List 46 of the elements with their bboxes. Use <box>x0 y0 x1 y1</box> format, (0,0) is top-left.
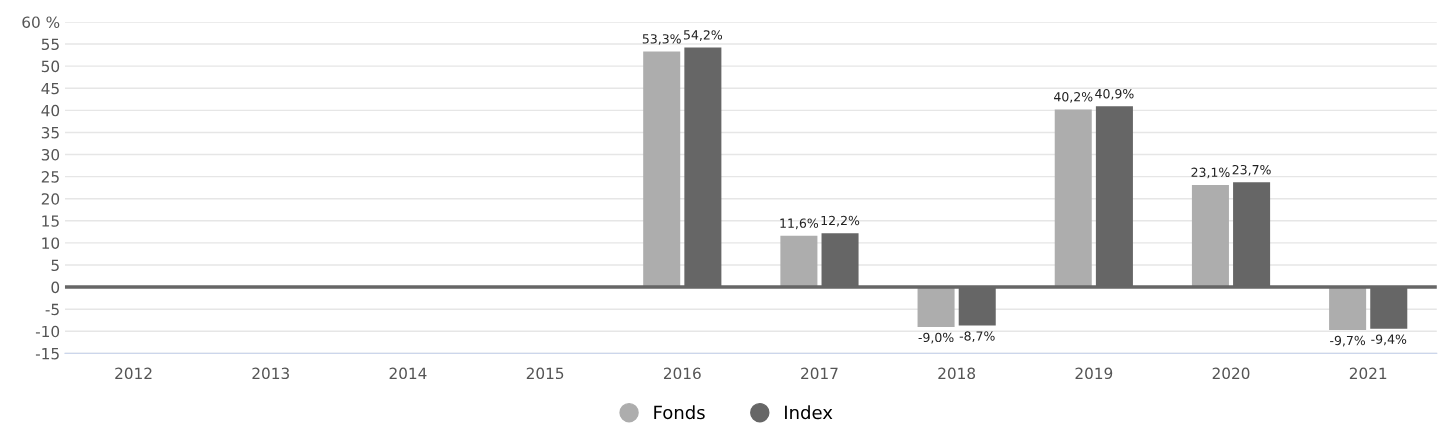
y-tick-label: -5 <box>45 303 59 316</box>
x-tick-label: 2019 <box>1075 367 1113 380</box>
bar <box>1054 109 1092 288</box>
data-label: 40,9% <box>1095 88 1134 100</box>
y-tick-label: 50 <box>41 60 60 73</box>
x-tick-label: 2015 <box>526 367 564 380</box>
x-tick-label: 2013 <box>252 367 289 380</box>
y-tick-label: 30 <box>41 148 60 161</box>
bar <box>1191 185 1229 288</box>
y-tick-label: 10 <box>42 237 60 249</box>
x-tick-label: 2017 <box>801 367 838 380</box>
x-tick-label: 2018 <box>938 367 976 380</box>
y-tick-label: 60 % <box>22 16 60 28</box>
bar <box>780 235 818 288</box>
data-label: -9,0% <box>918 332 954 344</box>
data-label: -8,7% <box>959 331 995 343</box>
y-tick-label: 45 <box>41 82 59 95</box>
y-tick-label: -15 <box>35 348 59 360</box>
bar <box>917 287 955 327</box>
y-tick-label: 35 <box>41 126 59 139</box>
x-tick-label: 2012 <box>115 367 152 380</box>
y-tick-label: 5 <box>51 259 59 272</box>
x-tick-label: 2021 <box>1349 367 1387 380</box>
data-label: 11,6% <box>780 218 819 230</box>
y-tick-label: 25 <box>41 171 59 183</box>
y-tick-label: 55 <box>41 38 59 51</box>
y-tick-label: 15 <box>42 215 59 227</box>
data-label: 54,2% <box>683 30 723 41</box>
y-tick-label: 40 <box>41 104 60 117</box>
x-tick-label: 2014 <box>389 367 427 380</box>
bar <box>643 51 681 288</box>
data-label: 23,7% <box>1232 164 1271 176</box>
x-tick-label: 2016 <box>663 367 701 380</box>
x-tick-label: 2020 <box>1212 367 1250 380</box>
data-label: -9,7% <box>1330 335 1366 347</box>
legend-label: Fonds <box>654 405 705 420</box>
data-label: -9,4% <box>1371 334 1407 346</box>
y-tick-label: 0 <box>51 281 60 294</box>
data-label: 53,3% <box>642 34 681 45</box>
y-tick-label: 20 <box>41 193 60 205</box>
legend-label: Index <box>785 405 833 420</box>
data-label: 40,2% <box>1054 92 1093 103</box>
data-label: 23,1% <box>1191 167 1230 179</box>
data-label: 12,2% <box>821 215 860 227</box>
bar <box>1329 287 1367 330</box>
y-tick-label: -10 <box>35 325 60 338</box>
